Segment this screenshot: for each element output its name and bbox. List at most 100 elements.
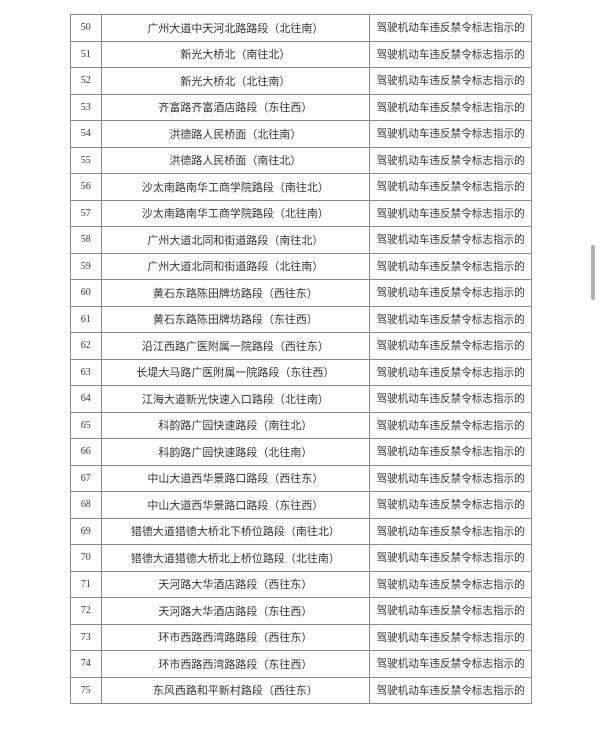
table-row: 57 沙太南路南华工商学院路段（北往南） 驾驶机动车违反禁令标志指示的 xyxy=(70,199,532,227)
table-row: 67 中山大道西华景路口路段（西往东） 驾驶机动车违反禁令标志指示的 xyxy=(70,464,532,492)
table-row: 73 环市西路西湾路路段（西往东） 驾驶机动车违反禁令标志指示的 xyxy=(70,623,532,651)
row-number: 66 xyxy=(70,438,102,466)
table-body: 50 广州大道中天河北路路段（北往南） 驾驶机动车违反禁令标志指示的 51 新光大桥北（… xyxy=(70,14,532,704)
location-cell: 广州大道北同和街道路段（北往南） xyxy=(100,252,371,280)
row-number: 69 xyxy=(70,517,102,545)
table-row: 66 科韵路广园快速路段（北往南） 驾驶机动车违反禁令标志指示的 xyxy=(70,438,532,466)
violation-cell: 驾驶机动车违反禁令标志指示的 xyxy=(369,332,532,360)
row-number: 59 xyxy=(70,252,102,280)
location-cell: 沙太南路南华工商学院路段（南往北） xyxy=(100,173,371,201)
location-cell: 猎德大道猎德大桥北上桥位路段（北往南） xyxy=(100,544,371,572)
location-cell: 长堤大马路广医附属一院路段（东往西） xyxy=(100,358,371,386)
table-row: 51 新光大桥北（南往北） 驾驶机动车违反禁令标志指示的 xyxy=(70,40,532,68)
violation-cell: 驾驶机动车违反禁令标志指示的 xyxy=(369,464,532,492)
location-cell: 科韵路广园快速路段（北往南） xyxy=(100,438,371,466)
violation-cell: 驾驶机动车违反禁令标志指示的 xyxy=(369,676,532,704)
violation-cell: 驾驶机动车违反禁令标志指示的 xyxy=(369,279,532,307)
location-cell: 沿江西路广医附属一院路段（西往东） xyxy=(100,332,371,360)
row-number: 70 xyxy=(70,544,102,572)
location-cell: 环市西路西湾路路段（东往西） xyxy=(100,650,371,678)
row-number: 54 xyxy=(70,120,102,148)
location-cell: 东风西路和平新村路段（西往东） xyxy=(100,676,371,704)
location-cell: 猎德大道猎德大桥北下桥位路段（南往北） xyxy=(100,517,371,545)
row-number: 50 xyxy=(70,14,102,42)
violation-cell: 驾驶机动车违反禁令标志指示的 xyxy=(369,146,532,174)
location-cell: 沙太南路南华工商学院路段（北往南） xyxy=(100,199,371,227)
table-row: 70 猎德大道猎德大桥北上桥位路段（北往南） 驾驶机动车违反禁令标志指示的 xyxy=(70,544,532,572)
row-number: 56 xyxy=(70,173,102,201)
table-row: 65 科韵路广园快速路段（南往北） 驾驶机动车违反禁令标志指示的 xyxy=(70,411,532,439)
violation-cell: 驾驶机动车违反禁令标志指示的 xyxy=(369,358,532,386)
table-row: 54 洪德路人民桥面（北往南） 驾驶机动车违反禁令标志指示的 xyxy=(70,120,532,148)
table-row: 56 沙太南路南华工商学院路段（南往北） 驾驶机动车违反禁令标志指示的 xyxy=(70,173,532,201)
location-cell: 科韵路广园快速路段（南往北） xyxy=(100,411,371,439)
location-cell: 天河路大华酒店路段（西往东） xyxy=(100,570,371,598)
row-number: 55 xyxy=(70,146,102,174)
location-cell: 洪德路人民桥面（南往北） xyxy=(100,146,371,174)
violation-cell: 驾驶机动车违反禁令标志指示的 xyxy=(369,252,532,280)
table-row: 50 广州大道中天河北路路段（北往南） 驾驶机动车违反禁令标志指示的 xyxy=(70,14,532,42)
row-number: 53 xyxy=(70,93,102,121)
location-cell: 中山大道西华景路口路段（东往西） xyxy=(100,491,371,519)
violation-locations-table: 50 广州大道中天河北路路段（北往南） 驾驶机动车违反禁令标志指示的 51 新光大桥北（… xyxy=(70,14,532,704)
table-row: 64 江海大道新光快速入口路段（北往南） 驾驶机动车违反禁令标志指示的 xyxy=(70,385,532,413)
row-number: 61 xyxy=(70,305,102,333)
row-number: 62 xyxy=(70,332,102,360)
table-row: 69 猎德大道猎德大桥北下桥位路段（南往北） 驾驶机动车违反禁令标志指示的 xyxy=(70,517,532,545)
violation-cell: 驾驶机动车违反禁令标志指示的 xyxy=(369,226,532,254)
row-number: 71 xyxy=(70,570,102,598)
violation-cell: 驾驶机动车违反禁令标志指示的 xyxy=(369,438,532,466)
location-cell: 齐富路齐富酒店路段（东往西） xyxy=(100,93,371,121)
row-number: 57 xyxy=(70,199,102,227)
row-number: 72 xyxy=(70,597,102,625)
table-row: 61 黄石东路陈田牌坊路段（东往西） 驾驶机动车违反禁令标志指示的 xyxy=(70,305,532,333)
violation-cell: 驾驶机动车违反禁令标志指示的 xyxy=(369,650,532,678)
row-number: 73 xyxy=(70,623,102,651)
row-number: 75 xyxy=(70,676,102,704)
violation-cell: 驾驶机动车违反禁令标志指示的 xyxy=(369,67,532,95)
violation-cell: 驾驶机动车违反禁令标志指示的 xyxy=(369,544,532,572)
table-row: 63 长堤大马路广医附属一院路段（东往西） 驾驶机动车违反禁令标志指示的 xyxy=(70,358,532,386)
row-number: 67 xyxy=(70,464,102,492)
location-cell: 洪德路人民桥面（北往南） xyxy=(100,120,371,148)
violation-cell: 驾驶机动车违反禁令标志指示的 xyxy=(369,120,532,148)
table-row: 53 齐富路齐富酒店路段（东往西） 驾驶机动车违反禁令标志指示的 xyxy=(70,93,532,121)
location-cell: 新光大桥北（北往南） xyxy=(100,67,371,95)
location-cell: 广州大道中天河北路路段（北往南） xyxy=(100,14,371,42)
violation-cell: 驾驶机动车违反禁令标志指示的 xyxy=(369,385,532,413)
table-row: 72 天河路大华酒店路段（东往西） 驾驶机动车违反禁令标志指示的 xyxy=(70,597,532,625)
location-cell: 广州大道北同和街道路段（南往北） xyxy=(100,226,371,254)
row-number: 74 xyxy=(70,650,102,678)
row-number: 65 xyxy=(70,411,102,439)
location-cell: 江海大道新光快速入口路段（北往南） xyxy=(100,385,371,413)
location-cell: 天河路大华酒店路段（东往西） xyxy=(100,597,371,625)
violation-cell: 驾驶机动车违反禁令标志指示的 xyxy=(369,93,532,121)
table-row: 71 天河路大华酒店路段（西往东） 驾驶机动车违反禁令标志指示的 xyxy=(70,570,532,598)
location-cell: 黄石东路陈田牌坊路段（西往东） xyxy=(100,279,371,307)
location-cell: 新光大桥北（南往北） xyxy=(100,40,371,68)
row-number: 63 xyxy=(70,358,102,386)
violation-cell: 驾驶机动车违反禁令标志指示的 xyxy=(369,570,532,598)
table-row: 59 广州大道北同和街道路段（北往南） 驾驶机动车违反禁令标志指示的 xyxy=(70,252,532,280)
violation-cell: 驾驶机动车违反禁令标志指示的 xyxy=(369,173,532,201)
row-number: 51 xyxy=(70,40,102,68)
row-number: 58 xyxy=(70,226,102,254)
row-number: 64 xyxy=(70,385,102,413)
location-cell: 中山大道西华景路口路段（西往东） xyxy=(100,464,371,492)
violation-cell: 驾驶机动车违反禁令标志指示的 xyxy=(369,40,532,68)
violation-cell: 驾驶机动车违反禁令标志指示的 xyxy=(369,597,532,625)
location-cell: 环市西路西湾路路段（西往东） xyxy=(100,623,371,651)
row-number: 52 xyxy=(70,67,102,95)
violation-cell: 驾驶机动车违反禁令标志指示的 xyxy=(369,411,532,439)
violation-cell: 驾驶机动车违反禁令标志指示的 xyxy=(369,14,532,42)
table-row: 62 沿江西路广医附属一院路段（西往东） 驾驶机动车违反禁令标志指示的 xyxy=(70,332,532,360)
table-row: 68 中山大道西华景路口路段（东往西） 驾驶机动车违反禁令标志指示的 xyxy=(70,491,532,519)
table-row: 74 环市西路西湾路路段（东往西） 驾驶机动车违反禁令标志指示的 xyxy=(70,650,532,678)
vertical-scrollbar[interactable] xyxy=(591,245,595,300)
violation-cell: 驾驶机动车违反禁令标志指示的 xyxy=(369,491,532,519)
table-row: 60 黄石东路陈田牌坊路段（西往东） 驾驶机动车违反禁令标志指示的 xyxy=(70,279,532,307)
table-row: 52 新光大桥北（北往南） 驾驶机动车违反禁令标志指示的 xyxy=(70,67,532,95)
row-number: 68 xyxy=(70,491,102,519)
table-row: 55 洪德路人民桥面（南往北） 驾驶机动车违反禁令标志指示的 xyxy=(70,146,532,174)
table-row: 75 东风西路和平新村路段（西往东） 驾驶机动车违反禁令标志指示的 xyxy=(70,676,532,704)
